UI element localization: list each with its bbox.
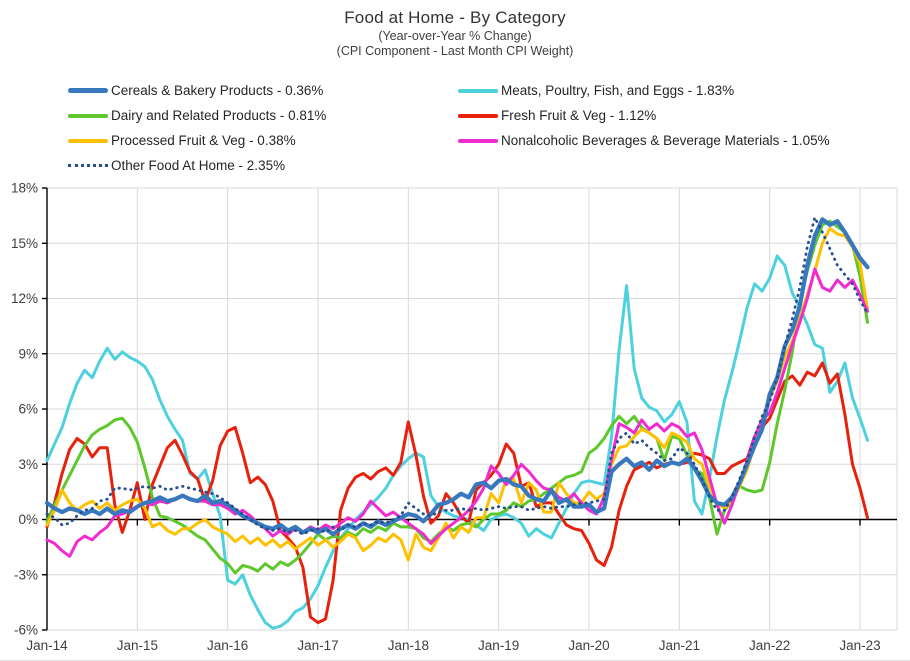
legend-item-dairy: Dairy and Related Products - 0.81% xyxy=(68,103,326,128)
legend-swatch-nonalcoholic_beverages-icon xyxy=(458,138,498,143)
series-line-fresh_fruit_veg xyxy=(45,361,869,625)
legend-label-other_food_at_home: Other Food At Home - 2.35% xyxy=(111,158,286,173)
legend-item-nonalcoholic_beverages: Nonalcoholic Beverages & Beverage Materi… xyxy=(458,128,830,153)
legend-label-nonalcoholic_beverages: Nonalcoholic Beverages & Beverage Materi… xyxy=(501,133,830,148)
x-tick-label: Jan-16 xyxy=(207,638,248,653)
y-tick-label: 0% xyxy=(18,512,38,527)
legend-label-processed_fruit_veg: Processed Fruit & Veg - 0.38% xyxy=(111,133,296,148)
legend-swatch-meats-icon xyxy=(458,88,498,93)
y-tick-label: 12% xyxy=(11,291,38,306)
chart-subtitle-2: (CPI Component - Last Month CPI Weight) xyxy=(336,44,574,58)
x-tick-label: Jan-14 xyxy=(26,638,68,653)
legend-swatch-fresh_fruit_veg-icon xyxy=(458,113,498,118)
chart-subtitle-1: (Year-over-Year % Change) xyxy=(378,29,532,43)
legend-label-meats: Meats, Poultry, Fish, and Eggs - 1.83% xyxy=(501,83,735,98)
legend-column-left: Cereals & Bakery Products - 0.36% Dairy a… xyxy=(68,78,326,178)
x-tick-label: Jan-22 xyxy=(749,638,790,653)
chart-title: Food at Home - By Category xyxy=(344,8,566,27)
series-line-other_food_at_home xyxy=(45,216,869,536)
x-tick-label: Jan-15 xyxy=(117,638,158,653)
legend-column-right: Meats, Poultry, Fish, and Eggs - 1.83% Fr… xyxy=(458,78,830,153)
x-tick-label: Jan-18 xyxy=(388,638,429,653)
legend-swatch-dairy-icon xyxy=(68,113,108,118)
series-line-cereals xyxy=(44,217,870,537)
legend-swatch-other_food_at_home-icon xyxy=(68,164,108,167)
legend-label-dairy: Dairy and Related Products - 0.81% xyxy=(111,108,327,123)
legend-label-fresh_fruit_veg: Fresh Fruit & Veg - 1.12% xyxy=(501,108,657,123)
legend-item-meats: Meats, Poultry, Fish, and Eggs - 1.83% xyxy=(458,78,830,103)
legend-label-cereals: Cereals & Bakery Products - 0.36% xyxy=(111,83,324,98)
x-tick-label: Jan-17 xyxy=(297,638,338,653)
y-tick-label: 3% xyxy=(18,457,38,472)
y-tick-label: 9% xyxy=(18,346,38,361)
legend-swatch-processed_fruit_veg-icon xyxy=(68,138,108,143)
x-tick-label: Jan-23 xyxy=(839,638,880,653)
y-tick-label: -3% xyxy=(14,567,38,582)
legend-swatch-cereals-icon xyxy=(68,88,108,93)
series-line-meats xyxy=(45,254,869,630)
y-tick-label: 15% xyxy=(11,236,38,251)
chart-title-block: Food at Home - By Category (Year-over-Ye… xyxy=(0,8,910,58)
series-line-processed_fruit_veg xyxy=(45,227,869,562)
legend-item-cereals: Cereals & Bakery Products - 0.36% xyxy=(68,78,326,103)
x-tick-label: Jan-19 xyxy=(478,638,519,653)
y-tick-label: 18% xyxy=(11,181,38,196)
x-tick-label: Jan-20 xyxy=(568,638,609,653)
x-tick-label: Jan-21 xyxy=(659,638,700,653)
legend-item-other_food_at_home: Other Food At Home - 2.35% xyxy=(68,153,326,178)
series-line-nonalcoholic_beverages xyxy=(45,267,869,558)
y-tick-label: 6% xyxy=(18,402,38,417)
legend-item-processed_fruit_veg: Processed Fruit & Veg - 0.38% xyxy=(68,128,326,153)
legend-item-fresh_fruit_veg: Fresh Fruit & Veg - 1.12% xyxy=(458,103,830,128)
y-tick-label: -6% xyxy=(14,623,38,638)
